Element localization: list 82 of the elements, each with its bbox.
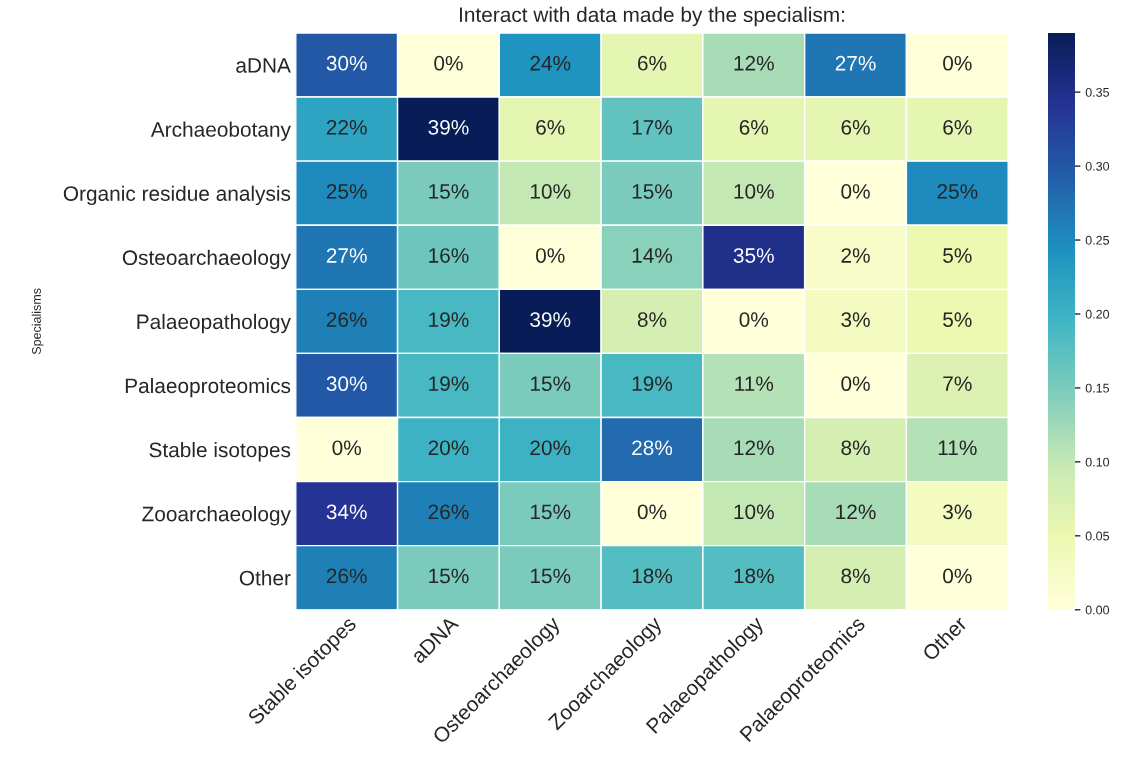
data-label: 6%	[638, 55, 667, 71]
data-label: 6%	[841, 119, 870, 135]
color-bar-label: 0.10	[1085, 457, 1110, 467]
data-label: 35%	[733, 248, 774, 263]
color-bar-label: 0.15	[1085, 383, 1110, 393]
color-bar-label: 0.00	[1085, 605, 1110, 615]
data-label: 11%	[938, 440, 977, 456]
data-label: 12%	[734, 55, 774, 71]
data-label: 19%	[632, 376, 673, 392]
data-label: 0%	[943, 55, 972, 71]
data-label: 15%	[530, 376, 571, 392]
y-tick-label: Other	[239, 570, 291, 586]
y-tick-label: Organic residue analysis	[63, 185, 291, 206]
data-label: 0%	[535, 248, 565, 263]
data-label: 0%	[637, 504, 667, 520]
data-label: 34%	[326, 504, 367, 520]
data-label: 0%	[332, 440, 361, 456]
data-label: 12%	[734, 440, 774, 456]
data-label: 39%	[530, 312, 571, 327]
data-label: 26%	[326, 568, 367, 584]
data-label: 27%	[326, 248, 367, 263]
data-label: 8%	[841, 568, 870, 584]
data-label: 18%	[734, 568, 774, 584]
data-label: 10%	[530, 184, 571, 199]
data-label: 17%	[632, 120, 673, 135]
y-tick-label: Palaeoproteomics	[125, 377, 291, 398]
data-label: 30%	[326, 376, 367, 392]
data-label: 19%	[429, 376, 469, 392]
y-axis-title: Specialisms	[31, 288, 44, 355]
y-tick-label: aDNA	[236, 58, 291, 73]
data-label: 28%	[632, 440, 673, 456]
y-tick-label: Osteoarchaeology	[122, 249, 291, 270]
y-tick-label: Stable isotopes	[149, 442, 291, 462]
y-tick-label: Zooarchaeology	[142, 506, 291, 526]
data-label: 15%	[632, 184, 673, 199]
data-label: 16%	[429, 248, 469, 263]
data-label: 5%	[943, 248, 972, 263]
data-label: 3%	[943, 504, 972, 520]
data-label: 15%	[530, 568, 571, 584]
color-bar-label: 0.25	[1085, 235, 1110, 245]
data-label: 10%	[734, 504, 774, 520]
data-label: 6%	[536, 119, 565, 135]
data-label: 15%	[429, 568, 469, 584]
data-label: 5%	[943, 312, 972, 327]
data-label: 15%	[429, 184, 469, 199]
data-label: 18%	[632, 568, 673, 584]
data-label: 3%	[841, 312, 870, 327]
data-label: 12%	[836, 504, 876, 520]
data-label: 8%	[637, 312, 667, 327]
data-label: 11%	[735, 376, 774, 391]
data-label: 27%	[835, 55, 876, 71]
data-label: 0%	[739, 312, 769, 327]
data-label: 25%	[326, 184, 367, 199]
data-label: 7%	[943, 376, 972, 391]
data-label: 8%	[841, 440, 870, 456]
color-bar-label: 0.20	[1085, 309, 1110, 319]
y-tick-label: Palaeopathology	[137, 313, 291, 334]
data-label: 25%	[937, 184, 978, 199]
data-label: 30%	[326, 55, 367, 71]
data-label: 0%	[434, 55, 463, 71]
data-label: 2%	[841, 248, 870, 263]
data-label: 20%	[530, 440, 571, 456]
color-bar-label: 0.35	[1085, 87, 1110, 97]
data-label: 0%	[841, 184, 870, 199]
data-label: 22%	[326, 119, 367, 135]
data-label: 20%	[428, 440, 469, 456]
data-label: 0%	[841, 376, 870, 392]
chart-title: Interact with data made by the specialism:	[459, 6, 845, 27]
data-label: 0%	[943, 568, 972, 584]
data-label: 6%	[739, 119, 769, 135]
data-label: 24%	[530, 55, 571, 71]
data-label: 14%	[632, 248, 673, 263]
color-bar-label: 0.30	[1085, 161, 1110, 171]
data-label: 15%	[530, 504, 571, 520]
data-label: 6%	[943, 119, 972, 135]
data-label: 19%	[429, 312, 469, 327]
data-label: 26%	[428, 504, 469, 520]
data-label: 10%	[734, 184, 774, 199]
data-label: 26%	[326, 312, 367, 327]
y-tick-label: Archaeobotany	[150, 121, 291, 141]
data-label: 39%	[428, 119, 469, 135]
color-bar-label: 0.05	[1085, 531, 1110, 541]
